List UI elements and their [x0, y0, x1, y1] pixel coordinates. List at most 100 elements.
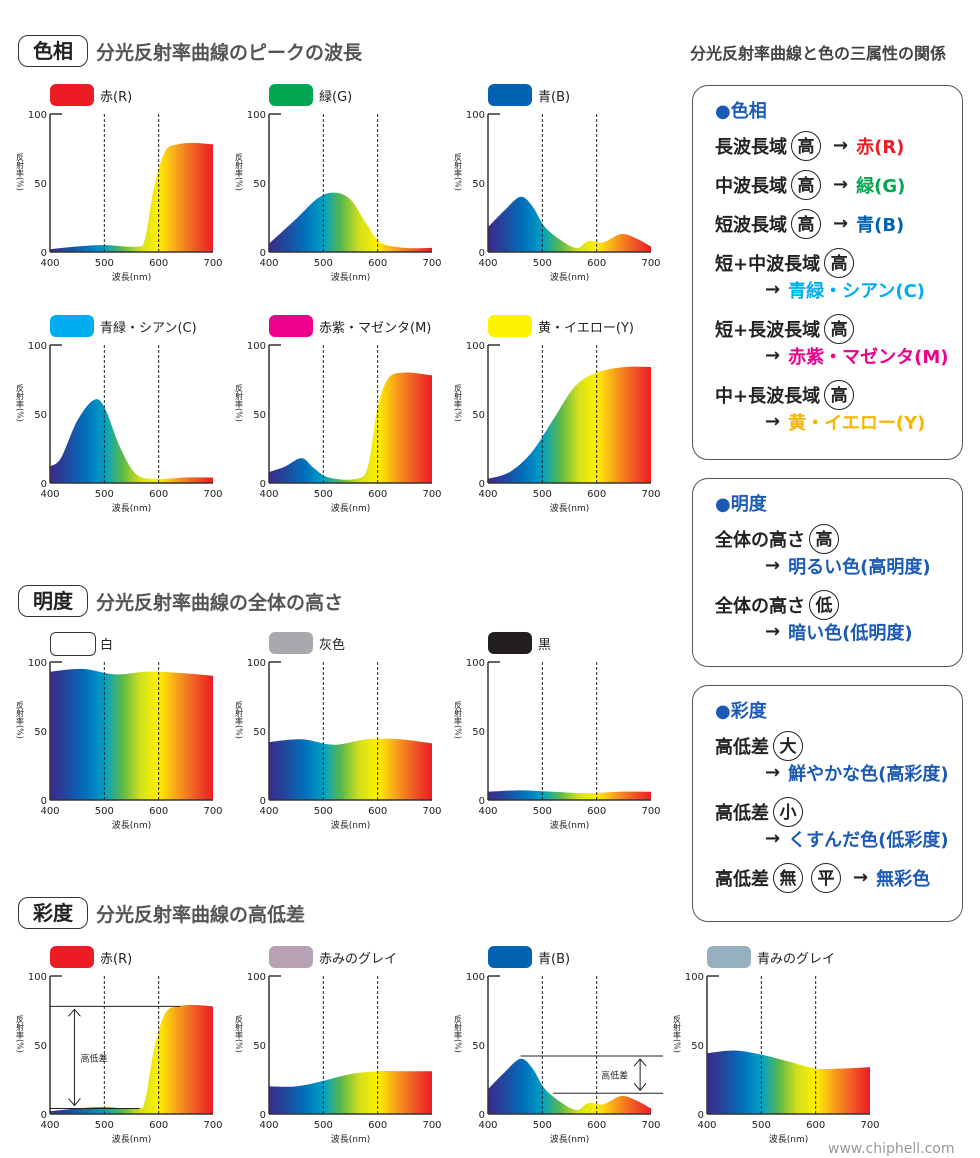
x-tick-label: 700 [422, 258, 441, 269]
x-tick-label: 600 [806, 1120, 825, 1131]
circled-mark: 高 [791, 130, 821, 161]
x-tick-label: 600 [368, 1120, 387, 1131]
y-axis-label: 反射率(%) [454, 1014, 463, 1053]
y-tick-label: 100 [247, 972, 266, 983]
x-tick-label: 400 [478, 806, 497, 817]
x-tick-label: 700 [422, 1120, 441, 1131]
circled-mark: 高 [824, 379, 855, 410]
chart-5: 黄・イエロー(Y) 100 50 0 400 500 600 700 波長(nm) 反射率(%) [438, 315, 668, 525]
chart-9: 赤(R) 100 50 0 400 500 600 700 波長(nm) 反射率(%) 高低差 [0, 946, 230, 1156]
relation-row: 長波長域高 → 赤(R) [715, 126, 962, 165]
chart-6: 白 100 50 0 400 500 600 700 波長(nm) 反射率(%) [0, 632, 230, 842]
color-swatch [50, 84, 94, 106]
y-tick-label: 100 [247, 110, 266, 121]
arrow-icon: → [765, 345, 781, 366]
x-tick-label: 400 [40, 806, 59, 817]
double-arrow-icon [633, 1058, 647, 1092]
arrow-icon: → [765, 411, 781, 432]
y-tick-label: 0 [260, 1110, 266, 1121]
chart-title: 灰色 [319, 638, 346, 653]
result-color: 赤(R) [856, 136, 905, 158]
x-tick-label: 500 [314, 1120, 333, 1131]
y-tick-label: 0 [41, 248, 47, 259]
x-tick-label: 400 [259, 806, 278, 817]
x-tick-label: 600 [368, 489, 387, 500]
relation-result: → 黄・イエロー(Y) [715, 408, 962, 435]
relation-result: → くすんだ色(低彩度) [715, 825, 962, 852]
y-tick-label: 100 [466, 658, 485, 669]
section-saturation-header: 彩度 分光反射率曲線の高低差 [18, 897, 305, 929]
circled-mark: 高 [791, 169, 821, 200]
y-axis-label: 反射率(%) [235, 383, 244, 422]
x-tick-label: 500 [314, 489, 333, 500]
x-tick-label: 500 [95, 489, 114, 500]
x-tick-label: 500 [533, 258, 552, 269]
x-axis-label: 波長(nm) [112, 271, 152, 283]
reflectance-area [50, 1004, 213, 1114]
relation-row: 高低差小 [715, 792, 962, 831]
x-tick-label: 600 [149, 806, 168, 817]
condition-text: 長波長域 [715, 136, 787, 158]
arrow-icon: → [833, 135, 849, 156]
y-axis-label: 反射率(%) [235, 700, 244, 739]
color-swatch [269, 315, 313, 337]
y-tick-label: 100 [28, 110, 47, 121]
chart-title: 赤紫・マゼンタ(M) [319, 321, 432, 336]
x-tick-label: 500 [533, 806, 552, 817]
x-tick-label: 500 [314, 806, 333, 817]
x-axis-label: 波長(nm) [550, 271, 590, 283]
y-tick-label: 50 [472, 727, 485, 738]
y-tick-label: 100 [28, 341, 47, 352]
y-tick-label: 0 [479, 479, 485, 490]
result-color: くすんだ色(低彩度) [788, 829, 949, 851]
arrow-icon: → [765, 621, 781, 642]
watermark: www.chiphell.com [828, 1141, 955, 1157]
brightness-badge: 明度 [18, 585, 88, 617]
hue-title: 分光反射率曲線のピークの波長 [96, 41, 363, 64]
chart-11: 青(B) 100 50 0 400 500 600 700 波長(nm) 反射率(%) 高低差 [438, 946, 668, 1156]
result-color: 黄・イエロー(Y) [788, 412, 926, 434]
arrow-icon: → [765, 762, 781, 783]
condition-text: 中+長波長域 [715, 385, 821, 407]
x-axis-label: 波長(nm) [112, 502, 152, 514]
x-axis-label: 波長(nm) [550, 502, 590, 514]
y-tick-label: 0 [41, 796, 47, 807]
chart-0: 赤(R) 100 50 0 400 500 600 700 波長(nm) 反射率(%) [0, 84, 230, 294]
relation-row: 中+長波長域高 [715, 375, 962, 414]
reflectance-area [50, 399, 213, 483]
x-tick-label: 600 [587, 806, 606, 817]
reflectance-area [488, 366, 651, 483]
x-axis-label: 波長(nm) [112, 1133, 152, 1145]
condition-text: 高低差 [715, 802, 769, 824]
chart-7: 灰色 100 50 0 400 500 600 700 波長(nm) 反射率(%) [219, 632, 449, 842]
x-tick-label: 500 [314, 258, 333, 269]
x-axis-label: 波長(nm) [331, 819, 371, 831]
chart-1: 緑(G) 100 50 0 400 500 600 700 波長(nm) 反射率(%) [219, 84, 449, 294]
x-tick-label: 500 [533, 489, 552, 500]
y-tick-label: 0 [479, 1110, 485, 1121]
saturation-title: 分光反射率曲線の高低差 [96, 903, 306, 926]
x-tick-label: 700 [860, 1120, 879, 1131]
y-axis-label: 反射率(%) [454, 383, 463, 422]
condition-text: 高低差 [715, 736, 769, 758]
y-tick-label: 100 [685, 972, 704, 983]
panel-heading: ●明度 [715, 494, 767, 515]
reflectance-area [488, 196, 651, 252]
y-axis-label: 反射率(%) [16, 152, 25, 191]
attribute-panel-1: ●明度 全体の高さ高 → 明るい色(高明度) 全体の高さ低 → 暗い色(低明度) [692, 478, 963, 667]
reflectance-area [269, 1071, 432, 1114]
x-tick-label: 700 [422, 806, 441, 817]
x-tick-label: 400 [259, 258, 278, 269]
chart-3: 青緑・シアン(C) 100 50 0 400 500 600 700 波長(nm) 反射率(%) [0, 315, 230, 525]
arrow-icon: → [833, 174, 849, 195]
arrow-icon: → [833, 213, 849, 234]
result-color: 青(B) [856, 214, 905, 236]
attribute-panel-2: ●彩度 高低差大 → 鮮やかな色(高彩度) 高低差小 → くすんだ色(低彩度) 高低差無平 → 無… [692, 685, 963, 922]
color-swatch [488, 84, 532, 106]
x-tick-label: 400 [40, 258, 59, 269]
